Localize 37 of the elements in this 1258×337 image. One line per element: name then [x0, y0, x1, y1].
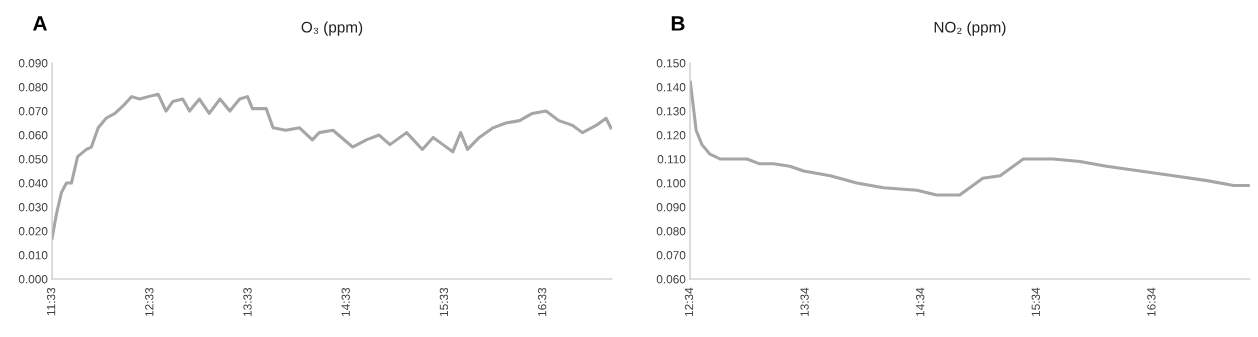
- y-tick-label: 0.090: [18, 59, 48, 68]
- x-tick-label: 13:33: [243, 287, 252, 317]
- line-series: [690, 80, 1250, 197]
- y-tick-label: 0.090: [656, 203, 686, 212]
- x-tick-label: 14:33: [341, 287, 350, 317]
- x-tick-label: 15:34: [1031, 287, 1040, 317]
- x-tick-label: 12:33: [145, 287, 154, 317]
- y-tick-label: 0.110: [657, 155, 686, 164]
- y-tick-label: 0.050: [18, 155, 48, 164]
- text: B: [671, 16, 685, 31]
- chart-title: O₃ (ppm): [301, 21, 363, 36]
- y-tick-label: 0.040: [18, 179, 48, 188]
- x-tick-label: 12:34: [684, 287, 694, 317]
- y-tick-label: 0.010: [18, 251, 48, 260]
- x-tick-label: 14:34: [916, 287, 925, 317]
- y-tick-label: 0.100: [656, 179, 686, 188]
- y-tick-label: 0.070: [656, 251, 686, 260]
- y-tick-label: 0.020: [18, 227, 48, 236]
- y-tick-label: 0.060: [656, 275, 686, 284]
- y-tick-label: 0.060: [18, 131, 48, 140]
- y-tick-label: 0.150: [656, 59, 686, 68]
- chart-title: NO₂ (ppm): [934, 21, 1006, 36]
- text: A: [33, 16, 47, 31]
- y-tick-label: 0.120: [656, 131, 686, 140]
- y-tick-label: 0.080: [18, 83, 48, 92]
- y-tick-label: 0.130: [656, 107, 686, 116]
- x-tick-label: 13:34: [800, 287, 809, 317]
- y-tick-label: 0.080: [656, 227, 686, 236]
- y-tick-label: 0.000: [18, 275, 48, 284]
- x-tick-label: 11:33: [46, 287, 56, 316]
- y-tick-label: 0.140: [656, 83, 686, 92]
- x-tick-label: 16:33: [537, 287, 547, 317]
- line-series: [52, 92, 612, 240]
- y-tick-label: 0.030: [18, 203, 48, 212]
- y-tick-label: 0.070: [18, 107, 48, 116]
- x-tick-label: 15:33: [439, 287, 449, 317]
- x-tick-label: 16:34: [1147, 287, 1156, 317]
